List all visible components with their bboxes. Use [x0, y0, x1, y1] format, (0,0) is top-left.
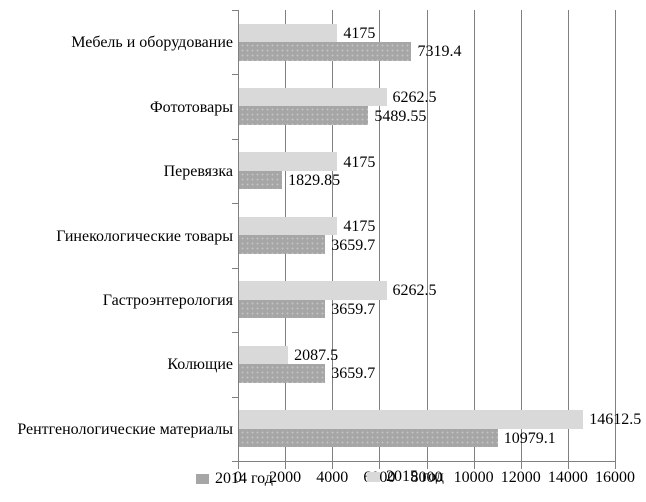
x-tick-2 — [332, 462, 334, 469]
bar-2015-1 — [239, 87, 387, 107]
y-tick-3 — [232, 203, 238, 205]
value-label-2015-3: 4175 — [343, 218, 376, 236]
bar-2014-5 — [239, 364, 326, 383]
value-label-2014-3: 3659.7 — [331, 236, 376, 254]
value-label-2014-1: 5489.55 — [374, 107, 427, 125]
value-label-2015-5: 2087.5 — [294, 346, 339, 364]
bar-2014-4 — [239, 299, 326, 319]
x-tick-1 — [285, 462, 287, 469]
value-label-2015-4: 6262.5 — [392, 282, 437, 300]
y-tick-7 — [232, 461, 238, 462]
bar-2015-3 — [239, 216, 338, 236]
x-tick-4 — [426, 462, 428, 469]
category-label-2: Перевязка — [163, 162, 233, 180]
gridline-14000 — [567, 10, 569, 461]
category-label-3: Гинекологические товары — [56, 227, 233, 245]
x-tick-label-8000: 8000 — [410, 469, 443, 486]
legend-item-2014: 2014 год — [196, 471, 273, 487]
legend-label-2014: 2014 год — [215, 470, 273, 487]
value-label-2014-5: 3659.7 — [331, 365, 376, 383]
legend-item-2015: 2015 год — [367, 469, 444, 485]
x-tick-label-16000: 16000 — [595, 469, 635, 486]
x-tick-label-10000: 10000 — [453, 469, 494, 486]
bar-2015-5 — [239, 345, 289, 365]
x-tick-6 — [520, 462, 522, 469]
category-label-0: Мебель и оборудование — [71, 34, 233, 52]
y-tick-4 — [232, 267, 238, 269]
category-label-1: Фототовары — [150, 98, 233, 116]
bar-2014-0 — [239, 42, 412, 61]
bar-2015-2 — [239, 152, 338, 171]
value-label-2015-2: 4175 — [343, 153, 376, 171]
bar-2015-0 — [239, 23, 338, 42]
legend-label-2015: 2015 год — [386, 468, 444, 485]
value-label-2014-0: 7319.4 — [417, 43, 462, 61]
gridline-12000 — [520, 10, 522, 461]
gridline-16000 — [615, 10, 616, 461]
bar-2014-3 — [239, 235, 326, 254]
x-tick-label-2000: 2000 — [269, 469, 302, 486]
value-label-2014-6: 10979.1 — [503, 429, 556, 447]
plot-area: 4175 7319.4 6262.5 5489.55 4175 1829.85 4175 36… — [238, 10, 641, 462]
category-label-5: Колющие — [167, 356, 233, 374]
category-label-4: Гастроэнтерология — [102, 291, 233, 309]
x-tick-8 — [615, 462, 616, 469]
y-tick-5 — [232, 332, 238, 334]
y-tick-6 — [232, 396, 238, 398]
y-tick-1 — [232, 74, 238, 76]
bar-2014-2 — [239, 170, 283, 190]
x-tick-label-12000: 12000 — [500, 469, 541, 486]
x-tick-label-4000: 4000 — [316, 469, 349, 486]
bar-2015-6 — [239, 410, 584, 429]
legend-swatch-2014 — [196, 474, 209, 484]
x-tick-label-14000: 14000 — [547, 469, 588, 486]
value-label-2015-1: 6262.5 — [392, 89, 437, 107]
gridline-6000 — [379, 10, 381, 461]
legend-swatch-2015 — [367, 472, 380, 482]
bar-2014-6 — [239, 428, 498, 448]
gridline-4000 — [332, 10, 334, 461]
y-tick-2 — [232, 138, 238, 140]
value-label-2015-0: 4175 — [343, 24, 376, 42]
y-tick-0 — [232, 10, 238, 11]
gridline-8000 — [426, 10, 428, 461]
x-tick-3 — [379, 462, 381, 469]
value-label-2015-6: 14612.5 — [589, 411, 642, 429]
category-label-6: Рентгенологические материалы — [17, 420, 233, 438]
value-label-2014-4: 3659.7 — [331, 300, 376, 318]
x-tick-label-0: 0 — [234, 469, 242, 486]
gridline-10000 — [473, 10, 475, 461]
value-label-2014-2: 1829.85 — [288, 172, 341, 190]
bar-2015-4 — [239, 281, 387, 300]
x-tick-7 — [567, 462, 569, 469]
x-tick-5 — [473, 462, 475, 469]
bar-2014-1 — [239, 106, 369, 125]
x-tick-0 — [238, 462, 239, 469]
